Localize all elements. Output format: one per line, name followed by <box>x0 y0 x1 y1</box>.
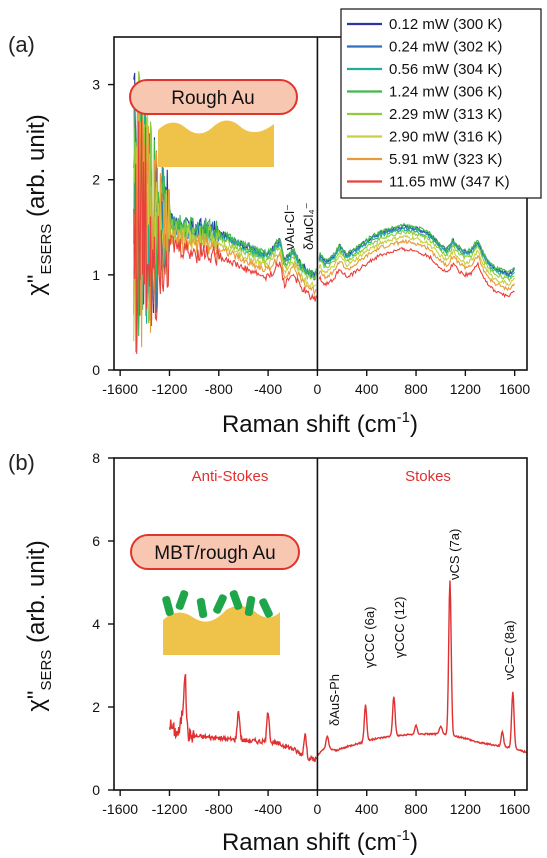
legend-entry: 1.24 mW (306 K) <box>389 84 502 101</box>
x-tick-label: -400 <box>254 381 282 397</box>
mbt-molecule-shape <box>175 590 189 610</box>
series-line <box>318 229 515 283</box>
x-tick-label: 800 <box>404 381 428 397</box>
legend-entry: 11.65 mW (347 K) <box>389 174 510 191</box>
panel-b-series <box>168 580 527 763</box>
panel-b-label: (b) <box>8 450 35 475</box>
gold-surface-shape <box>158 120 274 167</box>
x-tick-label: -400 <box>254 801 282 817</box>
peak-label-cc-8a: νC=C (8a) <box>502 620 517 680</box>
anti-stokes-label: Anti-Stokes <box>192 468 269 485</box>
peak-label-aucl4: δAuCl₄⁻ <box>301 202 316 250</box>
mbt-molecule-shape <box>259 598 273 618</box>
x-tick-label: 400 <box>355 381 379 397</box>
series-line <box>168 674 318 763</box>
y-tick-label: 6 <box>92 533 100 549</box>
peak-label-ccc-6a: γCCC (6a) <box>362 607 377 668</box>
panel-b-x-ticks: -1600 -1200 -800 -400 0 400 800 1200 1600 <box>102 790 530 817</box>
x-tick-label: -800 <box>205 381 233 397</box>
y-tick-label: 2 <box>92 172 100 188</box>
mbt-molecule-shape <box>244 595 256 617</box>
x-tick-label: -1200 <box>152 381 188 397</box>
mbt-label: MBT/rough Au <box>154 543 275 564</box>
rough-au-label: Rough Au <box>171 88 254 109</box>
series-line <box>317 580 527 757</box>
mbt-rough-au-inset: MBT/rough Au <box>130 534 300 655</box>
mbt-molecule-shape <box>213 594 227 614</box>
rough-au-label-pill <box>129 79 298 115</box>
legend-entry: 0.24 mW (302 K) <box>389 39 502 56</box>
series-line <box>318 234 515 287</box>
x-tick-label: 800 <box>404 801 428 817</box>
series-line <box>318 222 515 275</box>
mbt-molecule-shape <box>196 597 208 619</box>
x-tick-label: 1600 <box>499 801 530 817</box>
series-line <box>133 83 317 337</box>
series-line <box>133 113 317 354</box>
legend-entry: 2.90 mW (316 K) <box>389 129 502 146</box>
panel-a-y-label: χ"ESERS (arb. unit) <box>23 114 55 295</box>
panel-a: (a) -1600 -1200 -800 -400 0 400 800 1200 1600 0 1… <box>8 8 542 438</box>
series-line <box>318 238 515 292</box>
x-tick-label: 0 <box>314 381 322 397</box>
stokes-label: Stokes <box>405 468 451 485</box>
x-tick-label: 1600 <box>499 381 530 397</box>
x-tick-label: 1200 <box>450 381 481 397</box>
peak-label-ccc-12: γCCC (12) <box>392 597 407 658</box>
series-line <box>318 227 515 279</box>
legend-entry: 0.56 mW (304 K) <box>389 61 502 78</box>
panel-b-y-ticks: 0 2 4 6 8 <box>92 450 114 798</box>
y-tick-label: 1 <box>92 267 100 283</box>
mbt-molecules <box>162 590 273 619</box>
panel-a-x-label: Raman shift (cm-1) <box>222 409 418 438</box>
mbt-gold-surface-shape <box>163 605 280 655</box>
panel-b-x-label: Raman shift (cm-1) <box>222 827 418 856</box>
y-tick-label: 4 <box>92 616 100 632</box>
mbt-molecule-shape <box>229 590 243 610</box>
peak-label-au-cl: νAu-Cl⁻ <box>282 204 297 250</box>
peak-label-aus-ph: δAuS-Ph <box>327 674 342 726</box>
panel-a-series <box>133 71 515 354</box>
x-tick-label: -1200 <box>152 801 188 817</box>
x-tick-label: -1600 <box>102 381 138 397</box>
legend-entry: 5.91 mW (323 K) <box>389 151 502 168</box>
panel-a-legend: 0.12 mW (300 K) 0.24 mW (302 K) 0.56 mW (3… <box>340 8 542 199</box>
legend-entry: 0.12 mW (300 K) <box>389 16 502 33</box>
panel-b-y-label: χ"SERS (arb. unit) <box>23 540 55 711</box>
y-tick-label: 8 <box>92 450 100 466</box>
peak-label-cs-7a: νCS (7a) <box>447 529 462 580</box>
panel-a-label: (a) <box>8 32 35 57</box>
panel-a-frame <box>113 36 528 371</box>
x-tick-label: 0 <box>314 801 322 817</box>
x-tick-label: 400 <box>355 801 379 817</box>
y-tick-label: 0 <box>92 362 100 378</box>
x-tick-label: -800 <box>205 801 233 817</box>
panel-a-y-ticks: 0 1 2 3 <box>92 77 114 378</box>
x-tick-label: -1600 <box>102 801 138 817</box>
rough-au-inset: Rough Au <box>129 79 298 167</box>
y-tick-label: 0 <box>92 782 100 798</box>
legend-entry: 2.29 mW (313 K) <box>389 106 502 123</box>
legend-box <box>340 8 542 199</box>
series-line <box>318 246 515 299</box>
mbt-molecule-shape <box>162 595 174 617</box>
mbt-label-pill <box>130 534 300 570</box>
panel-a-x-ticks: -1600 -1200 -800 -400 0 400 800 1200 1600 <box>102 370 530 397</box>
y-tick-label: 3 <box>92 77 100 93</box>
y-tick-label: 2 <box>92 699 100 715</box>
x-tick-label: 1200 <box>450 801 481 817</box>
series-line <box>133 99 317 353</box>
panel-b: (b) -1600 -1200 -800 -400 0 400 800 1200 1600 0 2… <box>8 450 530 856</box>
